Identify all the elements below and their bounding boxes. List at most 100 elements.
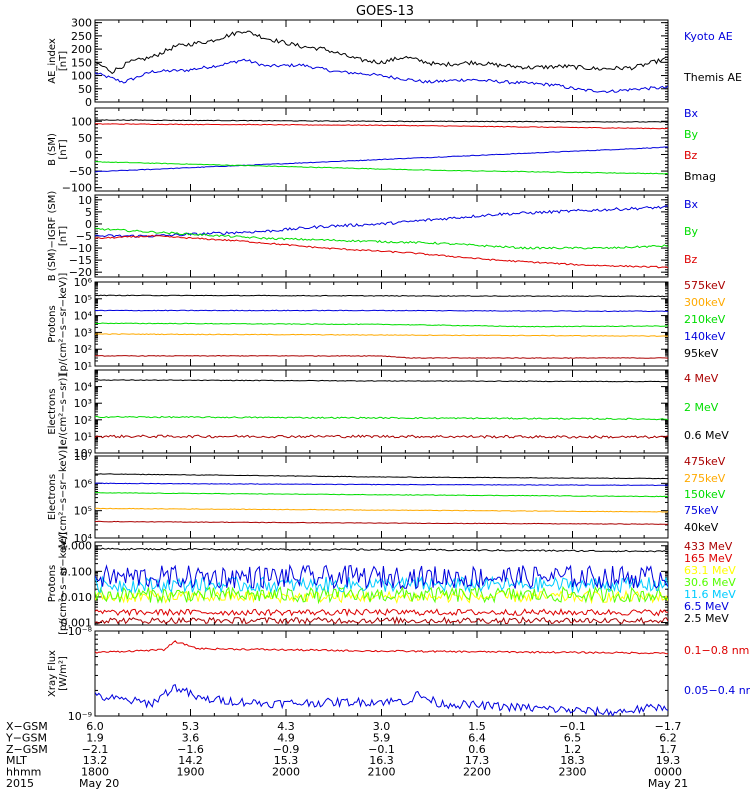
series-line-165-mev (95, 608, 668, 617)
series-line-575kev (95, 354, 668, 359)
series-line-40kev (95, 473, 668, 480)
y-tick-label: 0 (85, 218, 92, 231)
y-tick-label: 250 (71, 30, 92, 43)
y-tick-label: 10⁷ (74, 450, 92, 463)
y-tick-label: −5 (76, 230, 92, 243)
series-line-475kev (95, 520, 668, 525)
legend-entry: 40keV (684, 521, 719, 534)
y-tick-label: 0.010 (61, 591, 93, 604)
series-line-0-6-mev (95, 379, 668, 383)
orbit-value: −1.6 (177, 743, 204, 756)
orbit-value: 3.6 (182, 731, 200, 744)
orbit-value: −0.1 (559, 720, 586, 733)
y-tick-label: 10¹ (74, 430, 92, 443)
legend-entry: 11.6 MeV (684, 588, 736, 601)
y-tick-label: 5 (85, 206, 92, 219)
y-axis-label: Electrons (47, 474, 58, 520)
series-line-bz (95, 123, 668, 130)
series-line-by (95, 227, 668, 250)
y-tick-label: −10 (69, 242, 92, 255)
legend-entry: Bx (684, 107, 699, 120)
series-group (95, 640, 668, 716)
y-axis-label: [nT] (58, 139, 69, 159)
orbit-value: May 20 (79, 777, 119, 790)
orbit-row-label: Y−GSM (5, 731, 47, 744)
orbit-value: 6.4 (468, 731, 486, 744)
orbit-value: 2300 (558, 766, 586, 779)
legend-entry: 275keV (684, 472, 726, 485)
legend-entry: 0.05−0.4 nm (684, 684, 750, 697)
y-tick-label: 50 (78, 83, 92, 96)
chart-title: GOES-13 (356, 4, 414, 19)
panel-6: 0.001 0.010 0.100 1.000 Protons [p/(cm²−s−sr−… (47, 532, 736, 635)
series-group (95, 473, 668, 525)
legend-entry: Kyoto AE (684, 30, 733, 43)
y-axis-label: Protons (47, 305, 58, 342)
y-tick-label: 0 (85, 96, 92, 109)
orbit-value: 16.3 (369, 754, 394, 767)
series-group (95, 205, 668, 269)
series-line-11-6-mev (95, 575, 668, 595)
y-tick-label: 10⁴ (74, 381, 93, 394)
y-axis-label: [p/(cm²−s−sr−keV)] (58, 532, 69, 635)
legend-entry: Bz (684, 149, 698, 162)
y-tick-label: 10⁻⁸ (68, 625, 93, 638)
series-line-bx (95, 146, 668, 173)
orbit-value: 6.2 (659, 731, 677, 744)
legend-entry: 300keV (684, 296, 726, 309)
orbit-value: 5.9 (373, 731, 391, 744)
y-tick-label: 10⁻⁹ (68, 710, 92, 723)
y-axis-label: B (SM)−IGRF (SM) (47, 191, 58, 282)
legend-entry: 475keV (684, 455, 726, 468)
panel-3: 10¹ 10² 10³ 10⁴ 10⁵ 10⁶ Protons [p/(cm²−s−sr−ke… (47, 273, 726, 376)
series-line-275kev (95, 507, 668, 513)
y-tick-label: 10 (78, 194, 92, 207)
y-tick-label: 1.000 (61, 540, 93, 553)
legend-entry: 75keV (684, 504, 719, 517)
panel-5: 10⁴ 10⁵ 10⁶ 10⁷ Electrons [e/(cm²−s−sr−keV)] 4… (47, 446, 726, 549)
y-tick-label: 10³ (74, 326, 92, 339)
orbit-value: 5.3 (182, 720, 200, 733)
legend-entry: 4 MeV (684, 372, 719, 385)
panel-4: 10⁰ 10¹ 10² 10³ 10⁴ Electrons [e/(cm²−s−sr)] 4 … (47, 369, 729, 460)
y-tick-label: 100 (71, 70, 92, 83)
legend-entry: 95keV (684, 347, 719, 360)
legend-entry: 433 MeV (684, 540, 733, 553)
legend-entry: 2.5 MeV (684, 612, 729, 625)
panel-frame (94, 369, 669, 454)
series-line-95kev (95, 294, 668, 298)
orbit-row-label: MLT (6, 754, 27, 767)
series-line-150kev (95, 492, 668, 498)
y-tick-label: −100 (62, 182, 92, 195)
orbit-value: −0.1 (368, 743, 395, 756)
y-tick-label: 10⁰ (74, 447, 93, 460)
orbit-value: 6.5 (564, 731, 582, 744)
orbit-value: 2000 (272, 766, 300, 779)
series-group (95, 547, 668, 625)
legend-entry: By (684, 225, 699, 238)
series-line-0-05-0-4-nm (95, 684, 668, 716)
orbit-value: 3.0 (373, 720, 391, 733)
series-line-433-mev (95, 616, 668, 625)
y-axis-label: Xray Flux (47, 650, 58, 697)
y-tick-label: 10⁵ (74, 505, 92, 518)
series-line-kyoto-ae (95, 58, 668, 94)
y-axis-label: B (SM) (47, 133, 58, 166)
panel-1: −100 −50 0 50 100 B (SM) [nT] Bx By Bz Bmag (47, 107, 716, 195)
legend-entry: Bx (684, 198, 699, 211)
orbit-value: 4.9 (277, 731, 295, 744)
legend-entry: Bmag (684, 170, 716, 183)
legend-entry: 0.6 MeV (684, 429, 729, 442)
orbit-row-label: X−GSM (6, 720, 48, 733)
y-tick-label: 10² (74, 414, 92, 427)
legend-entry: 575keV (684, 279, 726, 292)
legend-entry: 165 MeV (684, 552, 733, 565)
y-tick-label: −50 (69, 165, 92, 178)
series-line-140kev (95, 309, 668, 313)
y-tick-label: 10⁴ (74, 532, 93, 545)
orbit-value: May 21 (648, 777, 688, 790)
series-group (95, 294, 668, 359)
legend-entry: 30.6 MeV (684, 576, 736, 589)
y-tick-label: −20 (69, 266, 92, 279)
